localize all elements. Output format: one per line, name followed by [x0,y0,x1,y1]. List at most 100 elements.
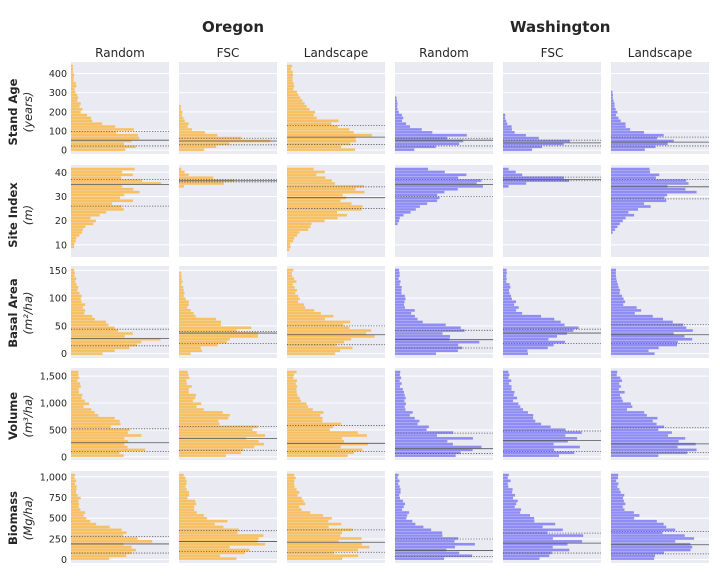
histogram-bar [395,479,400,483]
histogram-bar [71,320,106,324]
histogram-bar [287,437,342,440]
histogram-bar [179,271,182,275]
histogram-bar [611,291,620,295]
histogram-bar [71,434,142,437]
histogram-bar [611,405,633,408]
histogram-bar [503,382,510,385]
histogram-bar [71,242,75,246]
histogram-bar [287,79,293,82]
histogram-bar [179,297,186,301]
histogram-bar [179,479,187,483]
histogram-bar [179,508,195,511]
histogram-bar [71,419,120,423]
histogram-bar [179,170,185,174]
histogram-bar [287,332,367,335]
histogram-bar [71,482,75,485]
histogram-bar [611,286,619,289]
histogram-bar [611,370,618,374]
histogram-bar [287,268,294,272]
histogram-bar [287,297,300,301]
histogram-bar [71,414,99,417]
histogram-bar [395,286,402,289]
histogram-bar [71,517,87,520]
histogram-bar [611,99,614,102]
histogram-bar [287,93,299,97]
histogram-bar [179,399,193,403]
histogram-bar [71,136,140,140]
histogram-bar [71,79,74,82]
histogram-bar [179,349,203,353]
histogram-bar [395,110,399,114]
histogram-bar [611,93,613,97]
histogram-bar [287,205,363,208]
histogram-bar [287,473,294,477]
histogram-bar [395,131,433,134]
histogram-bar [71,113,87,117]
histogram-bar [503,320,561,324]
histogram-bar [611,554,655,558]
histogram-bar [503,514,530,517]
histogram-bar [503,399,514,403]
histogram-bar [179,419,219,423]
histogram-bar [287,234,298,237]
histogram-bar [503,519,535,523]
histogram-bar [287,329,372,332]
histogram-bar [287,385,298,388]
histogram-bar [611,388,619,391]
histogram-bar [503,508,522,511]
histogram-bar [395,431,454,434]
histogram-bar [611,445,678,449]
histogram-bar [71,448,146,452]
histogram-bar [71,208,124,211]
histogram-bar [395,317,418,321]
histogram-bar [611,309,642,312]
histogram-bar [611,505,623,509]
histogram-bar [611,303,624,306]
histogram-bar [71,514,84,517]
histogram-bar [503,511,521,514]
histogram-bar [287,505,300,509]
histogram-bar [395,514,408,517]
histogram-bar [71,173,133,177]
histogram-bar [611,306,637,309]
histogram-bar [287,491,300,494]
histogram-bar [287,390,297,394]
histogram-bar [287,213,347,217]
histogram-bar [503,170,516,174]
histogram-bar [71,64,73,68]
histogram-bar [395,445,482,449]
histogram-bar [71,511,86,514]
histogram-bar [287,202,352,205]
histogram-bar [611,349,649,353]
histogram-bar [611,522,664,526]
histogram-bar [611,139,674,143]
histogram-bar [611,176,656,179]
histogram-bar [71,170,123,174]
histogram-bar [503,393,514,397]
histogram-bar [179,370,188,374]
histogram-bar [395,335,451,338]
histogram-bar [503,291,510,295]
histogram-bar [179,303,189,306]
histogram-bar [287,216,338,220]
histogram-bar [503,425,551,429]
histogram-bar [395,505,404,509]
panel-basal-area-washington-random [395,266,493,358]
histogram-bar [179,411,223,414]
histogram-bar [611,312,635,315]
histogram-bar [71,167,135,171]
histogram-bar [503,309,517,312]
histogram-bar [179,482,187,485]
histogram-bar [611,499,624,503]
histogram-bar [395,116,404,120]
histogram-bar [395,519,413,523]
histogram-bar [179,125,188,128]
histogram-bar [179,108,181,111]
histogram-bar [503,370,509,374]
histogram-bar [395,187,458,191]
histogram-bar [611,528,676,532]
histogram-bar [611,288,621,292]
histogram-bar [611,454,659,457]
histogram-bar [611,437,686,440]
histogram-bar [71,439,129,443]
